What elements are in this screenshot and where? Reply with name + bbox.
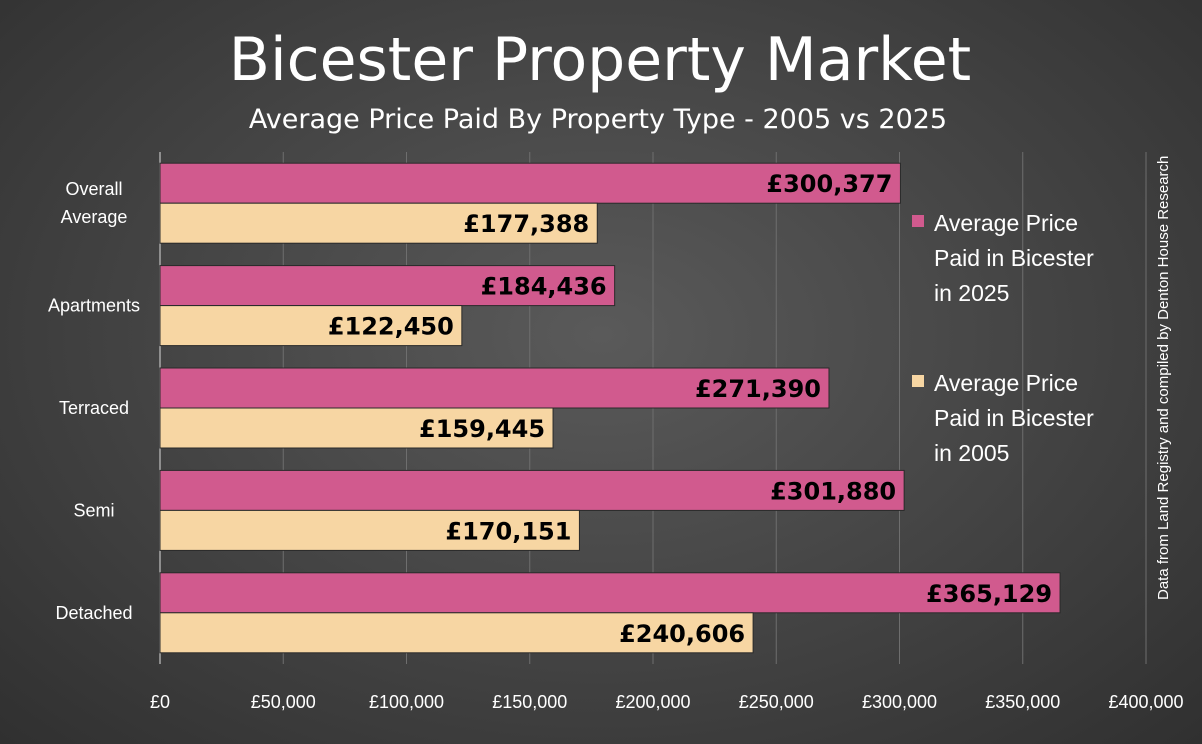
x-tick-labels: £0 £50,000 £100,000 £150,000 £200,000 £250,00…	[150, 692, 1184, 712]
data-label: £365,129	[926, 580, 1052, 608]
bars: £300,377 £177,388 £184,436 £122,450 £271,390…	[159, 162, 1061, 654]
data-label: £300,377	[766, 170, 892, 198]
bar-2025	[159, 469, 905, 511]
data-label: £301,880	[770, 477, 896, 505]
data-label: £240,606	[619, 620, 745, 648]
bar-2025	[159, 572, 1061, 614]
x-tick-label: £250,000	[739, 692, 814, 712]
x-tick-label: £50,000	[251, 692, 316, 712]
bar-2005	[159, 612, 754, 654]
chart-title: Bicester Property Market	[229, 25, 971, 95]
legend-label-2005: Average Price Paid in Bicester in 2005	[934, 370, 1094, 466]
x-tick-label: £150,000	[492, 692, 567, 712]
data-label: £159,445	[419, 415, 545, 443]
data-label: £177,388	[463, 210, 589, 238]
x-tick-label: £350,000	[985, 692, 1060, 712]
legend-swatch-2005	[912, 375, 924, 387]
data-label: £184,436	[481, 273, 607, 301]
source-note: Data from Land Registry and compiled by …	[1155, 156, 1172, 600]
category-label: Semi	[73, 500, 114, 520]
category-label: Detached	[55, 603, 132, 623]
data-label: £122,450	[328, 313, 454, 341]
bar-2005	[159, 202, 598, 244]
bar-2005	[159, 407, 554, 449]
chart-subtitle: Average Price Paid By Property Type - 20…	[249, 104, 947, 135]
bar-2005	[159, 509, 580, 551]
category-label: Terraced	[59, 398, 129, 418]
category-label: Apartments	[48, 296, 140, 316]
legend: Average Price Paid in Bicester in 2025 Aver…	[912, 210, 1094, 466]
x-tick-label: £0	[150, 692, 170, 712]
category-label: Overall Average	[61, 179, 128, 227]
x-tick-label: £300,000	[862, 692, 937, 712]
bar-2025	[159, 162, 901, 204]
x-tick-label: £100,000	[369, 692, 444, 712]
category-labels: Overall Average Apartments Terraced Semi Deta…	[48, 179, 140, 623]
x-tick-label: £400,000	[1108, 692, 1183, 712]
data-label: £170,151	[445, 517, 571, 545]
data-label: £271,390	[695, 375, 821, 403]
bar-2005	[159, 305, 463, 347]
legend-label-2025: Average Price Paid in Bicester in 2025	[934, 210, 1094, 306]
x-tick-label: £200,000	[615, 692, 690, 712]
legend-swatch-2025	[912, 215, 924, 227]
